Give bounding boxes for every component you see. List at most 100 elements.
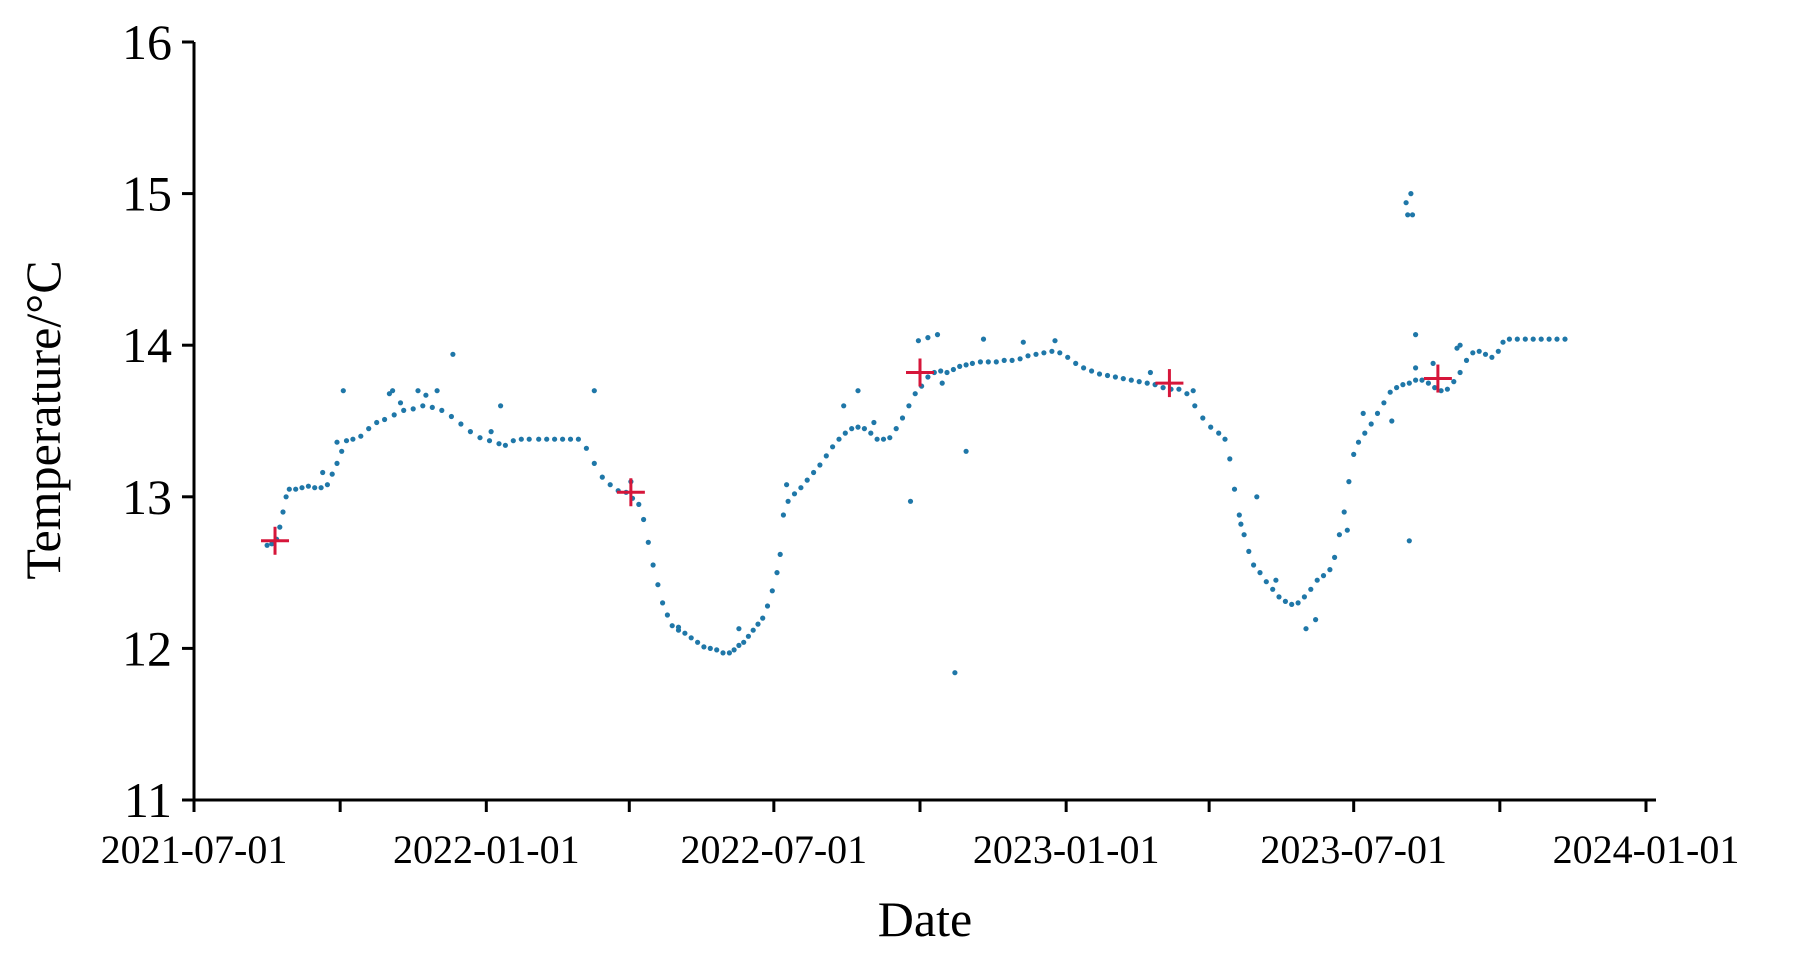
data-point <box>912 391 918 397</box>
data-point <box>731 647 737 653</box>
data-point <box>745 633 752 639</box>
data-point <box>755 621 761 627</box>
data-point <box>502 442 508 448</box>
data-point <box>641 516 647 523</box>
data-point <box>1238 521 1244 527</box>
data-point <box>785 498 791 504</box>
data-point <box>477 435 483 441</box>
data-point <box>1451 379 1457 385</box>
data-point <box>1289 601 1295 608</box>
data-point <box>993 359 999 365</box>
data-point <box>1136 379 1142 385</box>
data-point <box>1430 360 1436 366</box>
data-point <box>695 639 701 645</box>
data-point <box>334 439 340 445</box>
data-point <box>798 485 804 491</box>
data-point <box>1270 586 1276 592</box>
data-point <box>823 453 829 459</box>
data-point <box>420 403 426 409</box>
data-point <box>1096 371 1103 377</box>
data-point <box>774 570 780 576</box>
data-point <box>390 388 396 394</box>
data-point <box>1406 380 1412 386</box>
data-point <box>283 494 289 500</box>
data-point <box>1112 374 1118 380</box>
data-point <box>1273 577 1279 583</box>
data-point <box>1387 389 1393 395</box>
data-point <box>791 491 798 497</box>
data-point <box>439 407 445 413</box>
data-point <box>969 360 976 366</box>
data-point <box>855 424 861 430</box>
data-point <box>1231 486 1238 492</box>
data-point <box>488 429 494 435</box>
data-point <box>1405 212 1411 218</box>
data-point <box>836 436 842 442</box>
data-point <box>1301 594 1307 600</box>
data-point <box>764 603 771 609</box>
data-point <box>305 483 311 489</box>
data-point <box>893 426 899 432</box>
data-point <box>957 363 963 369</box>
x-tick-label: 2024-01-01 <box>1553 827 1740 872</box>
data-point <box>1438 388 1444 394</box>
data-point <box>401 407 407 413</box>
marker-point <box>1155 369 1184 398</box>
data-point <box>1546 336 1552 342</box>
data-point <box>1413 332 1419 338</box>
data-point <box>855 388 861 394</box>
data-point <box>1406 538 1412 544</box>
data-point <box>950 366 957 373</box>
data-point <box>1241 532 1247 538</box>
y-tick-label: 13 <box>122 469 172 525</box>
data-point <box>1394 385 1400 391</box>
marker-point <box>261 526 290 555</box>
data-point <box>1403 200 1409 206</box>
data-point <box>1190 388 1196 394</box>
data-point <box>1413 365 1419 371</box>
data-point <box>1001 357 1007 363</box>
data-point <box>842 430 848 436</box>
data-point <box>1332 554 1338 561</box>
data-point <box>871 419 877 426</box>
data-point <box>1374 410 1381 416</box>
data-point <box>934 332 941 338</box>
data-point <box>1457 342 1463 348</box>
data-point <box>1236 512 1242 518</box>
data-point <box>1457 369 1463 376</box>
data-point <box>1216 430 1222 436</box>
data-point <box>636 501 642 507</box>
data-point <box>1489 354 1495 360</box>
marker-point <box>616 478 645 507</box>
data-point <box>1257 570 1263 576</box>
data-point <box>320 469 326 476</box>
data-point <box>293 486 299 492</box>
x-axis-title: Date <box>878 891 972 947</box>
data-point <box>1314 577 1320 583</box>
data-point <box>780 512 787 518</box>
y-axis: 11 12 13 14 15 16 <box>122 14 196 828</box>
data-point <box>1482 351 1489 357</box>
data-point <box>350 436 356 442</box>
data-point <box>906 403 912 409</box>
data-point <box>1419 377 1425 383</box>
data-point <box>880 436 887 442</box>
data-point <box>675 624 682 630</box>
x-tick-label: 2022-07-01 <box>681 827 868 872</box>
y-tick-label: 14 <box>122 317 172 373</box>
data-point <box>760 615 766 621</box>
data-point <box>1341 509 1347 515</box>
data-point <box>1355 439 1362 445</box>
data-point <box>874 436 880 442</box>
data-point <box>1368 421 1374 427</box>
data-point <box>1413 377 1419 383</box>
data-point <box>1144 380 1150 386</box>
x-tick-label: 2023-07-01 <box>1260 827 1447 872</box>
y-tick-label: 16 <box>122 14 172 70</box>
data-point <box>1020 339 1026 345</box>
data-point <box>1227 456 1233 462</box>
data-point <box>448 413 454 420</box>
data-point <box>410 406 416 412</box>
data-point <box>1463 357 1470 363</box>
